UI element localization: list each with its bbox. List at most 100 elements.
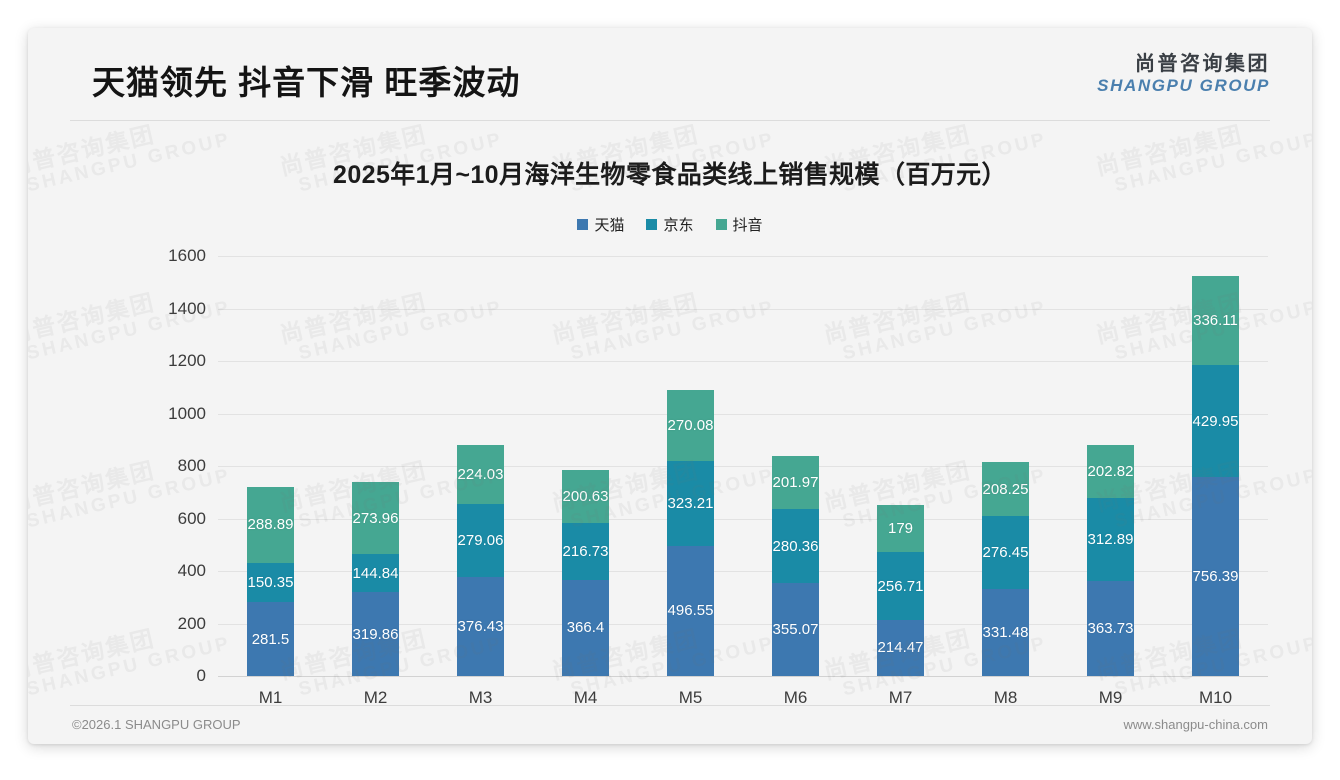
bar-value-label: 319.86 (352, 625, 399, 643)
y-axis-tick-label: 1600 (168, 246, 206, 265)
gridline (218, 518, 1268, 520)
bar-value-label: 273.96 (352, 509, 399, 527)
bar-segment-京东[interactable]: 216.73 (562, 522, 609, 580)
bar-value-label: 323.21 (667, 494, 714, 512)
x-axis-tick-label: M8 (993, 688, 1018, 707)
x-axis-tick-label: M10 (1198, 688, 1233, 707)
bar-segment-京东[interactable]: 150.35 (247, 562, 294, 603)
header-divider (70, 120, 1270, 121)
bar-value-label: 366.4 (566, 619, 605, 637)
bar-segment-抖音[interactable]: 224.03 (457, 445, 504, 504)
bar-segment-京东[interactable]: 279.06 (457, 503, 504, 578)
bar-segment-京东[interactable]: 312.89 (1087, 498, 1134, 581)
legend-item-抖音[interactable]: 抖音 (715, 214, 763, 235)
x-axis-tick-label: M5 (678, 688, 703, 707)
bar-value-label: 144.84 (352, 564, 399, 582)
bar-value-label: 276.45 (982, 544, 1029, 562)
bar-slot: 288.89 150.35 281.5 M1 (218, 256, 323, 707)
bar-segment-天猫[interactable]: 355.07 (772, 582, 819, 676)
y-axis-tick-label: 0 (196, 666, 206, 685)
bar-value-label: 256.71 (877, 577, 924, 595)
stacked-bar[interactable]: 224.03 279.06 376.43 (457, 445, 504, 676)
footer-website[interactable]: www.shangpu-china.com (1123, 717, 1268, 732)
plot-area: 0 200 400 600 800 1000 1200 1400 1600 288.89 150.… (168, 246, 1268, 707)
report-card: 天猫领先 抖音下滑 旺季波动 尚普咨询集团 SHANGPU GROUP 2025… (28, 28, 1312, 744)
bar-segment-京东[interactable]: 144.84 (352, 554, 399, 593)
bar-value-label: 280.36 (772, 537, 819, 555)
bar-value-label: 200.63 (562, 488, 609, 506)
y-axis-tick-label: 400 (177, 561, 206, 580)
bar-segment-京东[interactable]: 276.45 (982, 516, 1029, 589)
footer-copyright: ©2026.1 SHANGPU GROUP (72, 717, 241, 732)
stacked-bar[interactable]: 201.97 280.36 355.07 (772, 456, 819, 676)
y-axis-tick-label: 1400 (168, 298, 206, 318)
bar-segment-抖音[interactable]: 336.11 (1192, 276, 1239, 365)
bar-segment-抖音[interactable]: 208.25 (982, 461, 1029, 517)
gridline (218, 361, 1268, 362)
brand-name-en: SHANGPU GROUP (1097, 76, 1270, 95)
bar-segment-京东[interactable]: 256.71 (877, 552, 924, 620)
stacked-bar[interactable]: 270.08 323.21 496.55 (667, 389, 714, 676)
stacked-bar[interactable]: 179 256.71 214.47 (877, 505, 924, 676)
stacked-bar[interactable]: 208.25 276.45 331.48 (982, 461, 1029, 676)
bar-value-label: 496.55 (667, 602, 714, 620)
gridline (218, 571, 1268, 572)
brand-logo: 尚普咨询集团 SHANGPU GROUP (1097, 54, 1270, 95)
bar-value-label: 279.06 (457, 532, 504, 550)
legend-swatch-icon (646, 219, 658, 230)
bar-value-label: 214.47 (877, 639, 924, 657)
bar-value-label: 331.48 (982, 624, 1029, 641)
bar-value-label: 202.82 (1087, 463, 1134, 481)
bar-segment-天猫[interactable]: 331.48 (982, 589, 1029, 676)
bar-segment-天猫[interactable]: 496.55 (667, 545, 714, 676)
bar-segment-天猫[interactable]: 376.43 (457, 577, 504, 676)
bar-slot: 202.82 312.89 363.73 M9 (1058, 256, 1163, 707)
bar-segment-天猫[interactable]: 281.5 (247, 602, 294, 676)
bar-segment-京东[interactable]: 280.36 (772, 509, 819, 583)
bar-segment-天猫[interactable]: 319.86 (352, 592, 399, 676)
bar-segment-抖音[interactable]: 200.63 (562, 470, 609, 523)
bar-segment-抖音[interactable]: 288.89 (247, 486, 294, 563)
legend-item-京东[interactable]: 京东 (646, 214, 694, 235)
bar-segment-天猫[interactable]: 214.47 (877, 619, 924, 676)
bar-segment-京东[interactable]: 323.21 (667, 460, 714, 546)
bar-segment-天猫[interactable]: 363.73 (1087, 580, 1134, 676)
stacked-bar[interactable]: 202.82 312.89 363.73 (1087, 445, 1134, 676)
bar-segment-天猫[interactable]: 366.4 (562, 579, 609, 676)
bar-value-label: 376.43 (457, 618, 504, 636)
legend-label: 天猫 (594, 217, 625, 234)
x-axis-tick-label: M2 (363, 688, 388, 707)
bar-segment-京东[interactable]: 429.95 (1192, 364, 1239, 478)
x-axis-tick-label: M9 (1098, 688, 1123, 707)
bar-slot: 179 256.71 214.47 M7 (848, 256, 953, 707)
stacked-bar[interactable]: 273.96 144.84 319.86 (352, 482, 399, 676)
bar-segment-天猫[interactable]: 756.39 (1192, 477, 1239, 676)
x-axis-tick-label: M1 (258, 688, 283, 707)
page-header: 天猫领先 抖音下滑 旺季波动 尚普咨询集团 SHANGPU GROUP (28, 28, 1312, 120)
bar-slot: 200.63 216.73 366.4 M4 (533, 256, 638, 707)
x-axis-tick-label: M6 (783, 688, 808, 707)
footer-divider (70, 705, 1270, 706)
bar-value-label: 312.89 (1087, 530, 1134, 548)
gridline (218, 623, 1268, 625)
bar-slot: 201.97 280.36 355.07 M6 (743, 256, 848, 707)
bar-slot: 270.08 323.21 496.55 M5 (638, 256, 743, 707)
bar-slot: 208.25 276.45 331.48 M8 (953, 256, 1058, 707)
bar-value-label: 208.25 (982, 480, 1029, 498)
stacked-bar[interactable]: 288.89 150.35 281.5 (247, 486, 294, 676)
bar-value-label: 336.11 (1193, 311, 1238, 329)
bar-segment-抖音[interactable]: 273.96 (352, 482, 399, 555)
bar-segment-抖音[interactable]: 201.97 (772, 456, 819, 510)
brand-name-cn: 尚普咨询集团 (1135, 53, 1270, 75)
bar-slot: 273.96 144.84 319.86 M2 (323, 256, 428, 707)
y-axis-tick-label: 1200 (168, 351, 206, 370)
bar-slot: 224.03 279.06 376.43 M3 (428, 256, 533, 707)
bar-slot: 336.11 429.95 756.39 M10 (1163, 256, 1268, 707)
stacked-bar[interactable]: 200.63 216.73 366.4 (562, 470, 609, 676)
bar-segment-抖音[interactable]: 270.08 (667, 389, 714, 461)
bar-segment-抖音[interactable]: 202.82 (1087, 445, 1134, 499)
legend-item-天猫[interactable]: 天猫 (577, 214, 624, 235)
bar-segment-抖音[interactable]: 179 (877, 505, 924, 553)
x-axis-tick-label: M3 (468, 688, 493, 707)
stacked-bar[interactable]: 336.11 429.95 756.39 (1192, 276, 1239, 676)
